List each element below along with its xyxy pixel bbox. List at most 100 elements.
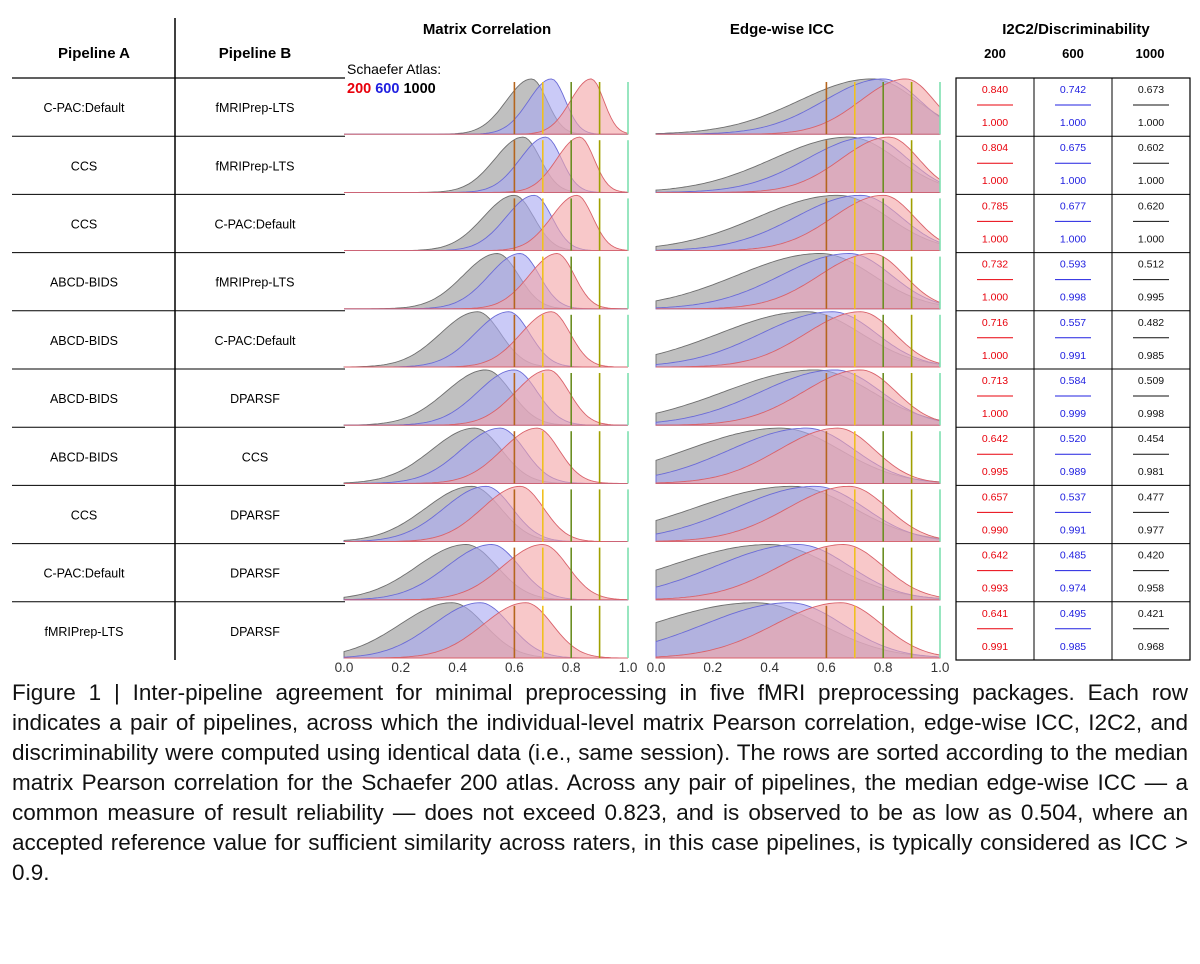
density-200 [656, 194, 941, 252]
x-tick-label: 1.0 [931, 660, 950, 675]
pipeline-b-cell: C-PAC:Default [214, 218, 296, 232]
i2c2-value: 0.620 [1138, 200, 1164, 212]
i2c2-value: 0.716 [982, 317, 1008, 329]
pipeline-b-cell: CCS [242, 450, 268, 464]
discriminability-value: 0.998 [1060, 292, 1086, 304]
x-tick-label: 0.4 [448, 660, 467, 675]
i2c2-value: 0.477 [1138, 491, 1164, 503]
discriminability-value: 0.993 [982, 583, 1008, 595]
i2c2-value: 0.584 [1060, 375, 1086, 387]
header-pipeline-a: Pipeline A [58, 45, 130, 62]
discriminability-value: 1.000 [1060, 117, 1086, 129]
pipeline-a-cell: C-PAC:Default [43, 101, 125, 115]
i2c2-value: 0.520 [1060, 433, 1086, 445]
i2c2-value: 0.642 [982, 433, 1008, 445]
matrix-correlation-plot: 0.0 0.2 0.4 0.6 0.8 1.0 [335, 78, 638, 675]
density-200 [656, 78, 941, 135]
atlas-legend-item: 200 [347, 81, 371, 97]
pipeline-a-cell: C-PAC:Default [43, 567, 125, 581]
pipeline-b-cell: DPARSF [230, 392, 280, 406]
x-tick-label: 0.6 [505, 660, 524, 675]
edge-icc-plot: 0.0 0.2 0.4 0.6 0.8 1.0 [647, 78, 950, 675]
i2c2-value: 0.677 [1060, 200, 1086, 212]
discriminability-value: 1.000 [1138, 175, 1164, 187]
x-tick-label: 1.0 [619, 660, 638, 675]
i2c2-value: 0.642 [982, 550, 1008, 562]
figure-panel: C-PAC:Default fMRIPrep-LTS CCS fMRIPrep-LTS… [12, 18, 1191, 675]
x-tick-label: 0.6 [817, 660, 836, 675]
x-tick-label: 0.2 [703, 660, 722, 675]
pipeline-b-cell: DPARSF [230, 625, 280, 639]
density-200 [655, 369, 941, 426]
x-tick-label: 0.8 [562, 660, 581, 675]
density-200 [344, 485, 628, 543]
density-200 [344, 369, 628, 426]
header-matrix-correlation: Matrix Correlation [423, 21, 551, 38]
i2c2-col-header: 600 [1062, 46, 1084, 61]
discriminability-value: 0.985 [1138, 350, 1164, 362]
density-200 [344, 194, 629, 252]
discriminability-value: 1.000 [982, 350, 1008, 362]
discriminability-value: 1.000 [982, 292, 1008, 304]
discriminability-value: 0.981 [1138, 466, 1164, 478]
pipeline-b-cell: DPARSF [230, 567, 280, 581]
i2c2-value: 0.713 [982, 375, 1008, 387]
discriminability-value: 1.000 [1060, 233, 1086, 245]
i2c2-value: 0.673 [1138, 84, 1164, 96]
discriminability-value: 1.000 [982, 175, 1008, 187]
i2c2-value: 0.657 [982, 491, 1008, 503]
i2c2-value: 0.421 [1138, 608, 1164, 620]
pipeline-b-cell: C-PAC:Default [214, 334, 296, 348]
density-200 [656, 253, 941, 310]
pipeline-a-cell: ABCD-BIDS [50, 276, 118, 290]
density-200 [655, 311, 941, 368]
discriminability-value: 0.995 [982, 466, 1008, 478]
density-200 [344, 136, 629, 193]
density-200 [344, 602, 629, 659]
i2c2-value: 0.641 [982, 608, 1008, 620]
i2c2-col-header: 1000 [1136, 46, 1165, 61]
i2c2-value: 0.482 [1138, 317, 1164, 329]
i2c2-value: 0.602 [1138, 142, 1164, 154]
density-200 [344, 253, 628, 310]
i2c2-value: 0.593 [1060, 259, 1086, 271]
i2c2-value: 0.512 [1138, 259, 1164, 271]
i2c2-value: 0.509 [1138, 375, 1164, 387]
density-200 [655, 427, 941, 484]
discriminability-value: 0.974 [1060, 583, 1086, 595]
i2c2-value: 0.742 [1060, 84, 1086, 96]
discriminability-value: 0.995 [1138, 292, 1164, 304]
i2c2-value: 0.454 [1138, 433, 1164, 445]
i2c2-value: 0.495 [1060, 608, 1086, 620]
header-i2c2: I2C2/Discriminability [1002, 21, 1150, 38]
i2c2-value: 0.804 [982, 142, 1008, 154]
density-200 [655, 544, 941, 601]
discriminability-value: 0.968 [1138, 641, 1164, 653]
i2c2-value: 0.485 [1060, 550, 1086, 562]
pipeline-a-cell: ABCD-BIDS [50, 450, 118, 464]
i2c2-table: 0.840 1.000 0.742 1.000 0.673 1.000 0.804 1.000… [955, 77, 1191, 661]
i2c2-col-header: 200 [984, 46, 1006, 61]
density-200 [344, 311, 628, 368]
discriminability-value: 0.958 [1138, 583, 1164, 595]
atlas-legend-label: Schaefer Atlas: [347, 61, 441, 77]
density-200 [655, 602, 941, 659]
discriminability-value: 0.991 [1060, 350, 1086, 362]
density-200 [655, 485, 941, 543]
x-tick-label: 0.2 [391, 660, 410, 675]
discriminability-value: 1.000 [1060, 175, 1086, 187]
pipeline-b-cell: DPARSF [230, 509, 280, 523]
i2c2-value: 0.785 [982, 200, 1008, 212]
x-tick-label: 0.0 [335, 660, 354, 675]
discriminability-value: 1.000 [1138, 233, 1164, 245]
i2c2-value: 0.557 [1060, 317, 1086, 329]
density-200 [344, 427, 628, 484]
i2c2-value: 0.420 [1138, 550, 1164, 562]
atlas-legend-values: 200 600 1000 [347, 81, 436, 97]
pipeline-table: C-PAC:Default fMRIPrep-LTS CCS fMRIPrep-LTS… [12, 18, 345, 660]
discriminability-value: 0.991 [1060, 524, 1086, 536]
atlas-legend-item: 1000 [399, 81, 435, 97]
i2c2-value: 0.537 [1060, 491, 1086, 503]
i2c2-value: 0.675 [1060, 142, 1086, 154]
header-pipeline-b: Pipeline B [219, 45, 292, 62]
